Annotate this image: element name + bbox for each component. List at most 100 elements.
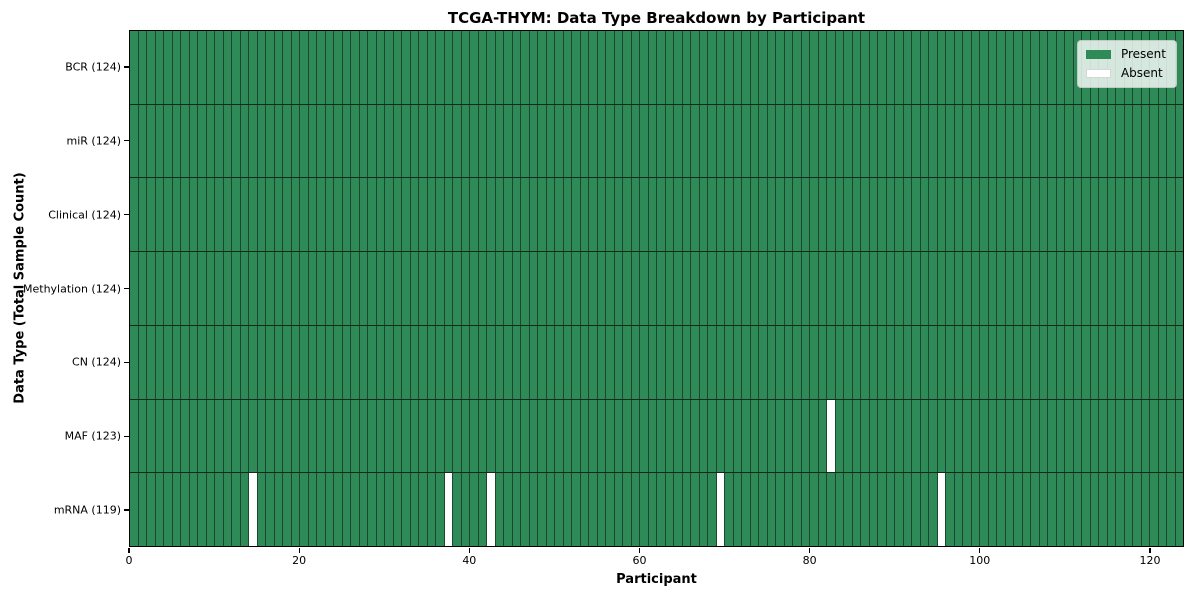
- heatmap-cell-present: [1099, 252, 1108, 325]
- heatmap-cell-present: [997, 399, 1006, 473]
- heatmap-cell-present: [1133, 104, 1142, 178]
- heatmap-cell-present: [342, 399, 351, 473]
- heatmap-cell-present: [929, 104, 938, 178]
- heatmap-cell-present: [954, 178, 963, 252]
- heatmap-cell-present: [317, 399, 326, 473]
- heatmap-cell-present: [1005, 473, 1014, 547]
- heatmap-cell-present: [359, 104, 368, 178]
- heatmap-cell-present: [1167, 399, 1176, 473]
- heatmap-cell-present: [198, 252, 207, 325]
- heatmap-cell-present: [1056, 178, 1065, 252]
- heatmap-cell-present: [997, 104, 1006, 178]
- heatmap-cell-present: [521, 399, 530, 473]
- heatmap-cell-present: [1056, 473, 1065, 547]
- heatmap-cell-present: [478, 178, 487, 252]
- heatmap-cell-present: [1048, 104, 1057, 178]
- heatmap-cell-present: [912, 325, 921, 399]
- heatmap-cell-present: [181, 473, 190, 547]
- plot-area: Present Absent: [129, 30, 1184, 547]
- heatmap-cell-present: [1082, 178, 1091, 252]
- heatmap-cell-present: [555, 473, 564, 547]
- heatmap-cell-present: [665, 104, 674, 178]
- heatmap-cell-present: [844, 104, 853, 178]
- heatmap-cell-present: [835, 104, 844, 178]
- heatmap-cell-present: [699, 399, 708, 473]
- heatmap-cell-present: [606, 325, 615, 399]
- heatmap-cell-present: [920, 473, 929, 547]
- heatmap-cell-present: [555, 399, 564, 473]
- heatmap-cell-present: [1056, 325, 1065, 399]
- heatmap-cell-present: [708, 252, 717, 325]
- heatmap-cell-present: [495, 325, 504, 399]
- heatmap-cell-present: [606, 473, 615, 547]
- heatmap-cell-present: [606, 399, 615, 473]
- heatmap-cell-present: [937, 325, 946, 399]
- heatmap-cell-present: [189, 252, 198, 325]
- heatmap-cell-present: [852, 399, 861, 473]
- heatmap-cell-present: [682, 399, 691, 473]
- heatmap-cell-present: [563, 252, 572, 325]
- heatmap-cell-present: [725, 31, 734, 104]
- x-tick-label: 120: [1139, 554, 1161, 567]
- heatmap-cell-present: [257, 473, 266, 547]
- heatmap-cell-present: [980, 252, 989, 325]
- heatmap-cell-present: [580, 473, 589, 547]
- heatmap-cell-present: [453, 178, 462, 252]
- heatmap-cell-present: [912, 473, 921, 547]
- heatmap-cell-present: [291, 178, 300, 252]
- heatmap-cell-present: [691, 31, 700, 104]
- heatmap-cell-present: [988, 31, 997, 104]
- heatmap-cell-present: [495, 399, 504, 473]
- heatmap-cell-present: [793, 31, 802, 104]
- legend-item-present: Present: [1085, 47, 1166, 61]
- heatmap-cell-present: [1056, 399, 1065, 473]
- heatmap-cell-present: [427, 473, 436, 547]
- heatmap-cell-present: [223, 252, 232, 325]
- heatmap-cell-present: [138, 104, 147, 178]
- heatmap-cell-present: [784, 104, 793, 178]
- heatmap-cell-present: [1175, 104, 1183, 178]
- heatmap-cell-present: [699, 178, 708, 252]
- heatmap-cell-present: [708, 399, 717, 473]
- heatmap-cell-present: [1158, 252, 1167, 325]
- heatmap-cell-present: [878, 178, 887, 252]
- heatmap-cell-present: [147, 399, 156, 473]
- heatmap-cell-present: [895, 31, 904, 104]
- heatmap-cell-present: [223, 31, 232, 104]
- heatmap-cell-present: [198, 399, 207, 473]
- heatmap-cell-present: [546, 104, 555, 178]
- heatmap-cell-present: [189, 178, 198, 252]
- heatmap-cell-present: [759, 104, 768, 178]
- heatmap-cell-present: [869, 473, 878, 547]
- heatmap-cell-present: [946, 473, 955, 547]
- heatmap-cell-present: [563, 31, 572, 104]
- heatmap-cell-present: [699, 252, 708, 325]
- legend: Present Absent: [1076, 40, 1177, 89]
- heatmap-cell-present: [946, 104, 955, 178]
- heatmap-cell-present: [444, 252, 453, 325]
- heatmap-cell-present: [682, 178, 691, 252]
- heatmap-cell-present: [495, 473, 504, 547]
- legend-swatch-absent: [1085, 69, 1111, 79]
- heatmap-cell-present: [1022, 325, 1031, 399]
- heatmap-cell-present: [470, 31, 479, 104]
- heatmap-cell-present: [1116, 178, 1125, 252]
- heatmap-cell-present: [1022, 31, 1031, 104]
- heatmap-cell-present: [623, 399, 632, 473]
- heatmap-cell-present: [376, 104, 385, 178]
- heatmap-cell-present: [606, 31, 615, 104]
- heatmap-cell-present: [631, 104, 640, 178]
- heatmap-cell-present: [861, 104, 870, 178]
- heatmap-cell-present: [461, 473, 470, 547]
- heatmap-cell-present: [359, 252, 368, 325]
- heatmap-cell-present: [436, 104, 445, 178]
- heatmap-cell-present: [818, 473, 827, 547]
- heatmap-cell-present: [470, 178, 479, 252]
- heatmap-cell-present: [708, 104, 717, 178]
- heatmap-cell-present: [963, 31, 972, 104]
- x-tick-label: 40: [462, 554, 477, 567]
- heatmap-cell-present: [138, 31, 147, 104]
- heatmap-cell-present: [215, 104, 224, 178]
- heatmap-cell-present: [427, 31, 436, 104]
- heatmap-cell-present: [334, 31, 343, 104]
